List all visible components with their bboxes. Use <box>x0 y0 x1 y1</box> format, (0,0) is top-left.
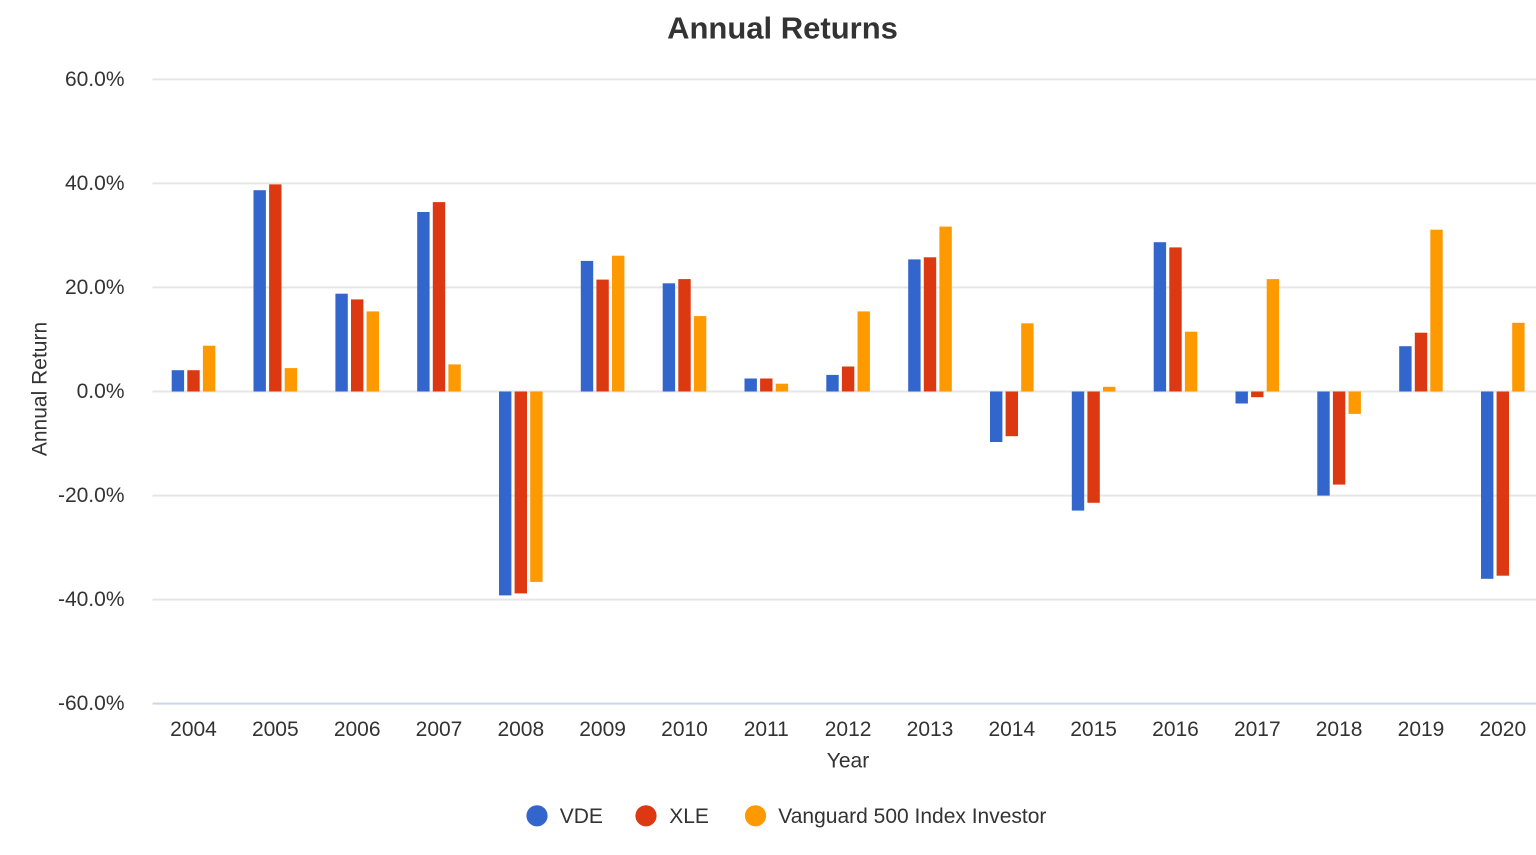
svg-text:-20.0%: -20.0% <box>58 484 125 507</box>
svg-text:2020: 2020 <box>1479 718 1526 741</box>
svg-text:2016: 2016 <box>1152 718 1199 741</box>
svg-text:2009: 2009 <box>579 718 626 741</box>
svg-text:2008: 2008 <box>497 718 544 741</box>
svg-text:2004: 2004 <box>170 718 217 741</box>
svg-text:VDE: VDE <box>560 805 603 828</box>
svg-text:2007: 2007 <box>416 718 463 741</box>
svg-text:Annual Return: Annual Return <box>29 322 52 456</box>
svg-text:2005: 2005 <box>252 718 299 741</box>
svg-text:0.0%: 0.0% <box>77 380 125 403</box>
svg-text:2011: 2011 <box>744 718 789 741</box>
svg-text:-40.0%: -40.0% <box>58 588 125 611</box>
svg-text:2006: 2006 <box>334 718 381 741</box>
svg-text:Year: Year <box>827 750 869 773</box>
svg-text:60.0%: 60.0% <box>65 68 125 91</box>
svg-text:2019: 2019 <box>1398 718 1445 741</box>
svg-text:2018: 2018 <box>1316 718 1363 741</box>
svg-text:Vanguard 500 Index Investor: Vanguard 500 Index Investor <box>778 805 1046 828</box>
svg-text:2015: 2015 <box>1070 718 1117 741</box>
svg-text:Annual Returns: Annual Returns <box>667 11 898 46</box>
svg-text:20.0%: 20.0% <box>65 276 125 299</box>
svg-text:XLE: XLE <box>669 805 709 828</box>
svg-text:2017: 2017 <box>1234 718 1281 741</box>
svg-text:2010: 2010 <box>661 718 708 741</box>
svg-text:-60.0%: -60.0% <box>58 692 125 715</box>
svg-text:40.0%: 40.0% <box>65 172 125 195</box>
svg-text:2014: 2014 <box>988 718 1035 741</box>
svg-text:2013: 2013 <box>907 718 954 741</box>
svg-text:2012: 2012 <box>825 718 872 741</box>
